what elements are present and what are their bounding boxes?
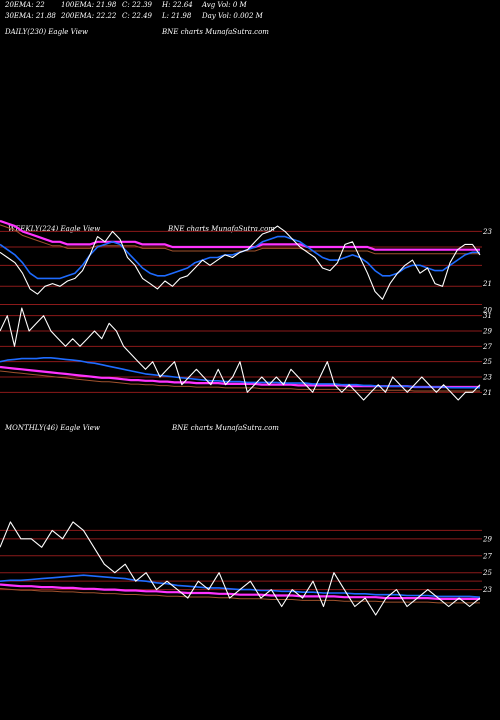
close-label: C: 22.39	[122, 1, 152, 9]
avg-vol-label: Avg Vol: 0 M	[202, 1, 247, 9]
weekly-panel: 31 29 27 25 23 21	[0, 307, 492, 401]
day-vol-label: Day Vol: 0.002 M	[202, 12, 263, 20]
daily-ema-fast-line	[0, 235, 480, 280]
weekly-tick-label: 21	[482, 389, 492, 397]
weekly-site-label: BNE charts MunafaSutra.com	[168, 225, 275, 233]
weekly-ema-fast-line	[0, 356, 480, 389]
daily-title: DAILY(230) Eagle View	[5, 28, 88, 36]
low-label: L: 21.98	[162, 12, 192, 20]
weekly-ema-brown-line	[0, 370, 480, 392]
ema200-label: 200EMA: 22.22	[61, 12, 117, 20]
weekly-tick-label: 27	[482, 343, 492, 351]
weekly-tick-label: 31	[483, 312, 492, 320]
monthly-tick-label: 27	[482, 552, 492, 560]
weekly-tick-label: 23	[482, 374, 492, 382]
daily-tick-label: 21	[482, 280, 492, 288]
close2-label: C: 22.49	[122, 12, 152, 20]
monthly-ema-200-line	[0, 583, 480, 601]
daily-panel: 23 21 20	[0, 219, 492, 314]
daily-site-label: BNE charts MunafaSutra.com	[162, 28, 269, 36]
weekly-title: WEEKLY(224) Eagle View	[8, 225, 101, 233]
ema20-label: 20EMA: 22	[5, 1, 45, 9]
daily-price-line	[0, 225, 481, 300]
weekly-tick-label: 25	[482, 358, 492, 366]
monthly-panel: 29 27 25 23	[0, 521, 492, 616]
daily-ema-brown-line	[0, 224, 480, 255]
monthly-title: MONTHLY(46) Eagle View	[5, 424, 100, 432]
high-label: H: 22.64	[162, 1, 193, 9]
daily-tick-label: 23	[482, 228, 492, 236]
monthly-tick-label: 25	[482, 569, 492, 577]
monthly-price-line	[0, 521, 481, 616]
monthly-site-label: BNE charts MunafaSutra.com	[172, 424, 279, 432]
monthly-ema-brown-line	[0, 588, 480, 604]
daily-tick-label: 20	[482, 306, 492, 314]
monthly-tick-label: 29	[482, 535, 492, 543]
weekly-price-line	[0, 307, 481, 401]
ema30-label: 30EMA: 21.88	[5, 12, 56, 20]
ema100-label: 100EMA: 21.98	[61, 1, 117, 9]
daily-ema-200-line	[0, 219, 480, 251]
weekly-tick-label: 29	[482, 328, 492, 336]
monthly-tick-label: 23	[482, 586, 492, 594]
